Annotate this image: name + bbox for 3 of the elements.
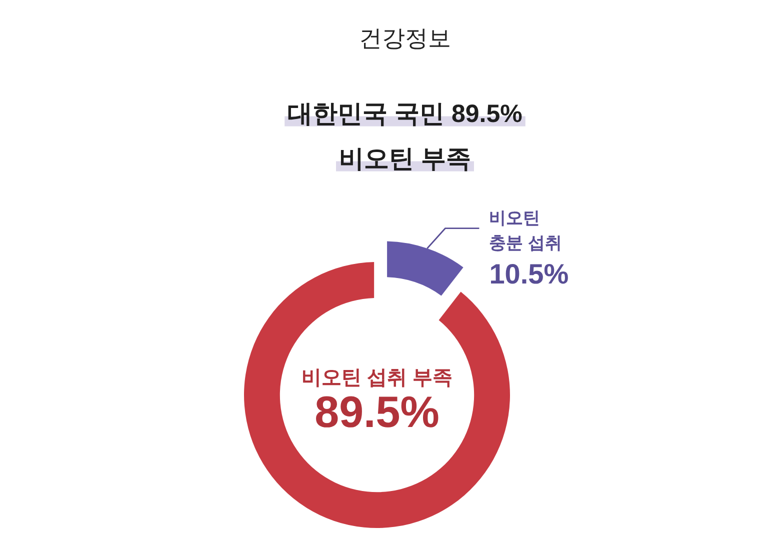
- subtitle: 대한민국 국민 89.5%: [288, 100, 522, 128]
- title: 건강정보: [359, 25, 451, 51]
- subtitle: 비오틴 부족: [339, 145, 471, 173]
